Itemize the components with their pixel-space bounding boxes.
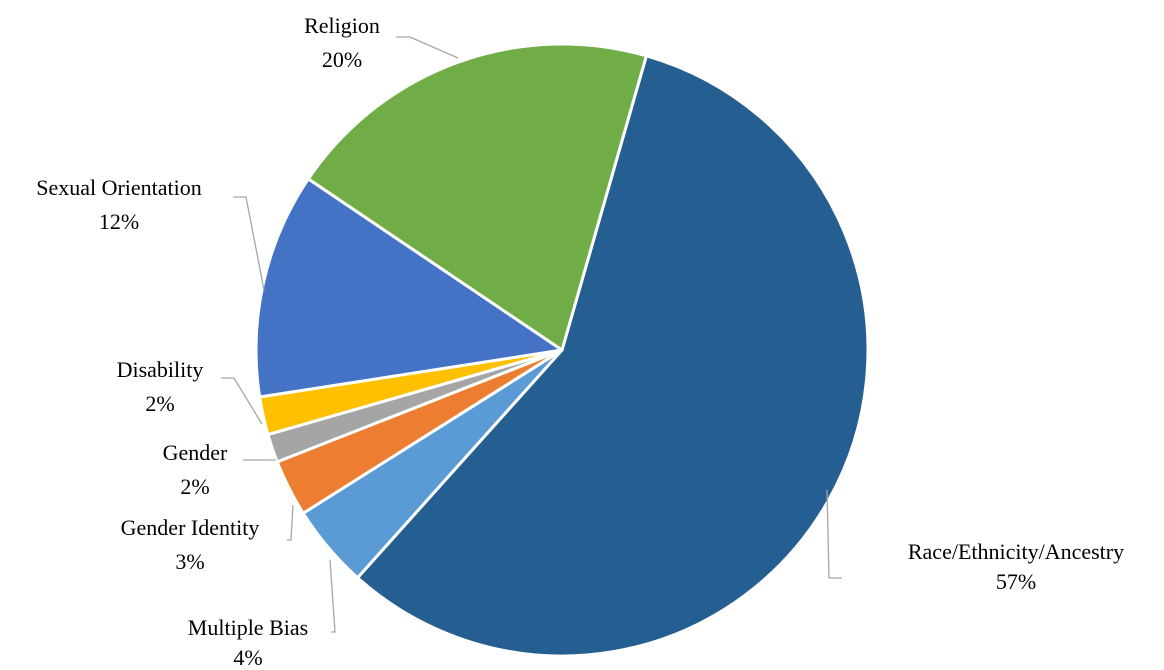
label-gender-identity-value: 3% (175, 549, 204, 574)
label-sexual-orientation-value: 12% (99, 209, 139, 234)
pie-slices (256, 44, 868, 656)
label-disability-value: 2% (145, 391, 174, 416)
leader-line-religion (396, 37, 458, 58)
label-gender-name: Gender (163, 440, 228, 465)
leader-line-gender-identity (287, 505, 293, 540)
leader-line-disability (221, 378, 262, 424)
leader-line-sexual-orientation (233, 197, 264, 290)
label-sexual-orientation-name: Sexual Orientation (36, 175, 202, 200)
label-race-value: 57% (996, 569, 1036, 594)
label-multiple-bias-value: 4% (233, 645, 262, 670)
label-gender-identity-name: Gender Identity (121, 515, 260, 540)
label-religion-name: Religion (304, 13, 380, 38)
label-multiple-bias-name: Multiple Bias (188, 615, 308, 640)
leader-line-multiple-bias (330, 560, 335, 632)
label-race-name: Race/Ethnicity/Ancestry (908, 539, 1124, 564)
label-gender-value: 2% (180, 474, 209, 499)
leader-line-race (827, 490, 842, 578)
label-religion-value: 20% (322, 47, 362, 72)
label-disability-name: Disability (117, 357, 204, 382)
